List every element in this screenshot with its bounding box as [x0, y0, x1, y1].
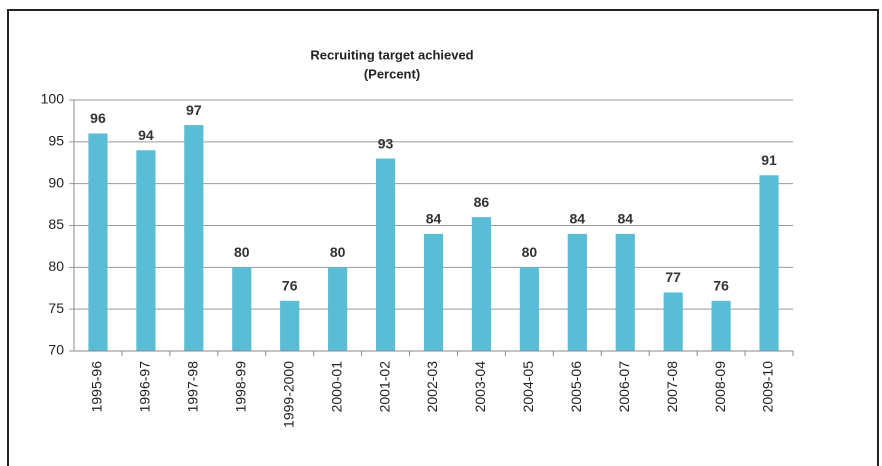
bar	[136, 150, 156, 351]
bar	[375, 158, 396, 351]
bar	[423, 233, 444, 351]
x-tick-label: 1995-96	[89, 361, 105, 413]
chart-subtitle: (Percent)	[364, 66, 420, 81]
bar	[88, 133, 108, 351]
x-tick-label: 1998-99	[232, 361, 248, 413]
value-label: 93	[378, 135, 394, 151]
value-label: 96	[90, 110, 106, 126]
bar	[232, 267, 252, 351]
value-label: 77	[665, 269, 681, 285]
value-label: 76	[713, 278, 729, 294]
x-tick-label: 2004-05	[520, 361, 536, 413]
bar	[663, 292, 683, 351]
bar	[328, 267, 348, 351]
value-label: 84	[617, 211, 633, 227]
value-label: 97	[186, 102, 202, 118]
y-tick-label: 80	[48, 258, 64, 274]
y-tick-label: 95	[48, 133, 64, 149]
value-label: 84	[570, 211, 586, 227]
value-label: 84	[426, 211, 442, 227]
value-label: 80	[330, 244, 346, 260]
bar	[519, 267, 539, 351]
value-label: 76	[282, 278, 298, 294]
value-label: 80	[234, 244, 250, 260]
y-tick-label: 75	[48, 300, 64, 316]
value-label: 80	[522, 244, 538, 260]
bar	[567, 233, 587, 351]
x-tick-label: 2008-09	[712, 361, 728, 413]
y-tick-label: 85	[48, 216, 64, 232]
x-tick-label: 1997-98	[185, 361, 201, 413]
bar	[615, 233, 635, 351]
x-tick-label: 2007-08	[664, 361, 680, 413]
value-label: 91	[761, 152, 777, 168]
bar	[759, 175, 779, 351]
x-tick-label: 2000-01	[328, 361, 344, 413]
x-tick-label: 2009-10	[760, 361, 776, 413]
x-tick-label: 2003-04	[472, 361, 488, 413]
x-tick-label: 2006-07	[616, 361, 632, 413]
x-tick-label: 2005-06	[568, 361, 584, 413]
bar	[280, 300, 300, 351]
y-tick-label: 90	[48, 174, 64, 190]
bar	[711, 300, 731, 351]
chart-title: Recruiting target achieved	[310, 47, 473, 62]
x-tick-label: 2002-03	[424, 361, 440, 413]
bar	[471, 217, 492, 351]
x-tick-label: 1996-97	[137, 361, 153, 413]
y-tick-label: 100	[41, 91, 65, 107]
x-tick-label: 1999-2000	[280, 361, 296, 428]
bar	[184, 125, 204, 351]
y-tick-label: 70	[48, 342, 64, 358]
value-label: 94	[138, 127, 154, 143]
x-tick-label: 2001-02	[376, 361, 392, 413]
frame	[7, 9, 879, 466]
value-label: 86	[474, 194, 490, 210]
